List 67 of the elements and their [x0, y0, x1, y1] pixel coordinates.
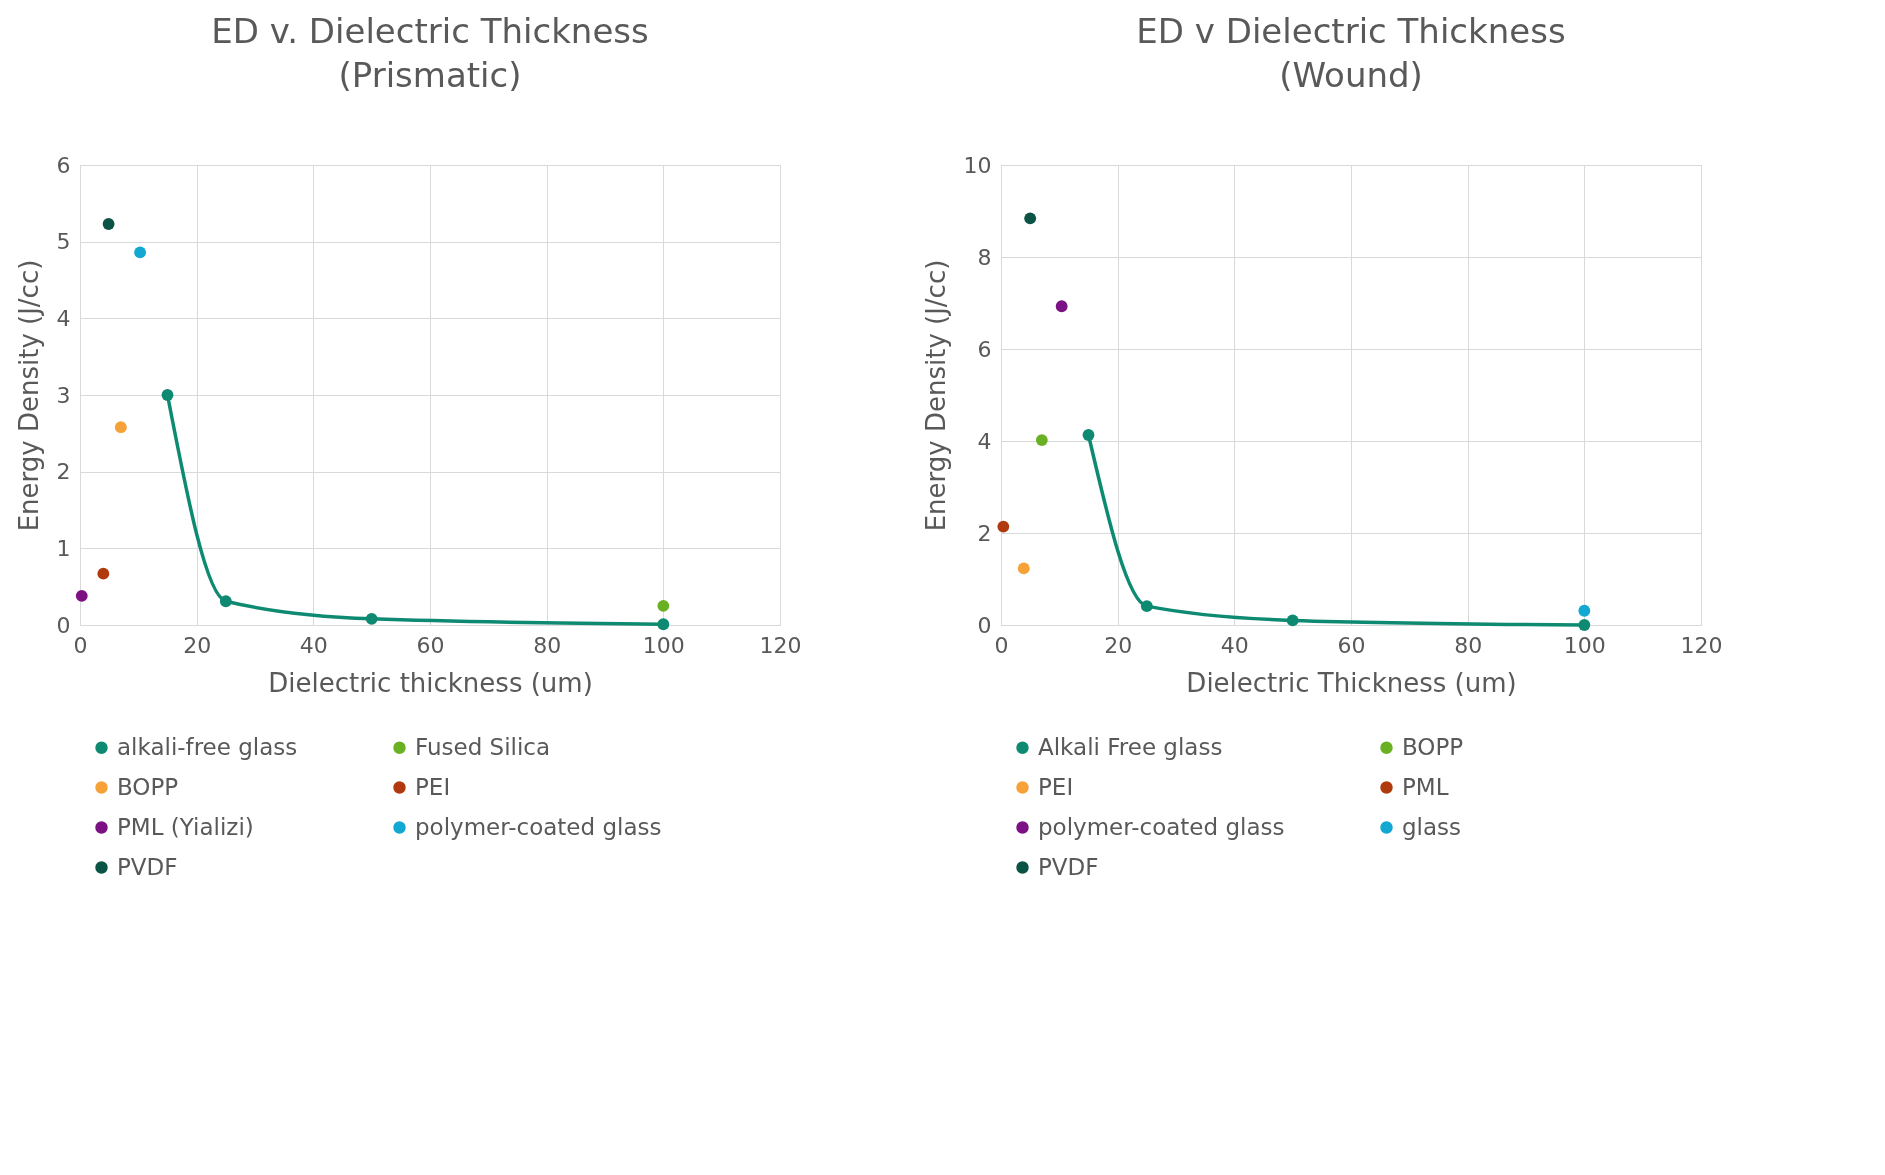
y-tick-label: 4 [977, 428, 992, 454]
legend-label: BOPP [117, 773, 179, 800]
point [1035, 434, 1048, 446]
point [1017, 562, 1030, 575]
y-tick-label: 2 [977, 520, 992, 546]
point [657, 599, 670, 612]
point [1578, 619, 1591, 631]
chart-title: ED v. Dielectric Thickness (Prismatic) [211, 11, 649, 95]
point [365, 612, 378, 625]
y-tick-label: 0 [56, 612, 71, 638]
y-tick-label: 2 [56, 459, 71, 485]
legend-label: glass [1402, 813, 1462, 840]
x-tick-label: 40 [1220, 632, 1249, 658]
x-tick-label: 60 [1337, 632, 1366, 658]
legend-label: PVDF [1038, 853, 1099, 880]
legend-label: polymer-coated glass [415, 813, 662, 840]
point [1082, 429, 1095, 441]
legend-label: alkali-free glass [117, 733, 298, 760]
legend-label: BOPP [1402, 733, 1464, 760]
point [114, 421, 127, 434]
legend-label: PVDF [117, 853, 178, 880]
x-tick-label: 0 [994, 632, 1009, 658]
point [97, 567, 110, 580]
chart-title: ED v Dielectric Thickness (Wound) [1136, 11, 1566, 95]
y-tick-label: 0 [977, 612, 992, 638]
legend-label: Alkali Free glass [1038, 733, 1223, 760]
x-axis-title: Dielectric Thickness (um) [1186, 667, 1517, 698]
x-tick-label: 80 [533, 632, 562, 658]
point [1286, 614, 1299, 627]
legend-label: polymer-coated glass [1038, 813, 1285, 840]
legend-label: PML (Yializi) [117, 813, 254, 840]
x-tick-label: 20 [1104, 632, 1133, 658]
x-tick-label: 40 [299, 632, 328, 658]
y-axis-title: Energy Density (J/cc) [920, 259, 951, 532]
legend-label: PEI [415, 773, 451, 800]
x-tick-label: 100 [642, 632, 685, 658]
point [1024, 212, 1037, 225]
x-tick-label: 100 [1563, 632, 1606, 658]
x-tick-label: 120 [1680, 632, 1723, 658]
x-axis-title: Dielectric thickness (um) [268, 667, 593, 698]
point [161, 389, 174, 401]
x-tick-label: 0 [73, 632, 88, 658]
x-tick-label: 120 [759, 632, 802, 658]
legend-label: PEI [1038, 773, 1074, 800]
point [1140, 600, 1153, 613]
y-axis-title: Energy Density (J/cc) [13, 259, 44, 532]
point [1055, 300, 1068, 313]
y-tick-label: 10 [963, 152, 992, 178]
point [219, 595, 232, 608]
y-tick-label: 8 [977, 244, 992, 270]
x-tick-label: 60 [416, 632, 445, 658]
legend-label: PML [1402, 773, 1449, 800]
y-tick-label: 1 [56, 535, 71, 561]
point [1578, 604, 1591, 617]
y-tick-label: 5 [56, 229, 71, 255]
point [102, 218, 115, 230]
x-tick-label: 20 [183, 632, 212, 658]
legend-label: Fused Silica [415, 733, 551, 760]
point [75, 589, 88, 602]
x-tick-label: 80 [1454, 632, 1483, 658]
y-tick-label: 6 [56, 152, 71, 178]
y-tick-label: 3 [56, 382, 71, 408]
point [134, 246, 146, 259]
point [997, 520, 1010, 533]
y-tick-label: 6 [977, 336, 992, 362]
point [657, 618, 670, 631]
y-tick-label: 4 [56, 305, 71, 331]
